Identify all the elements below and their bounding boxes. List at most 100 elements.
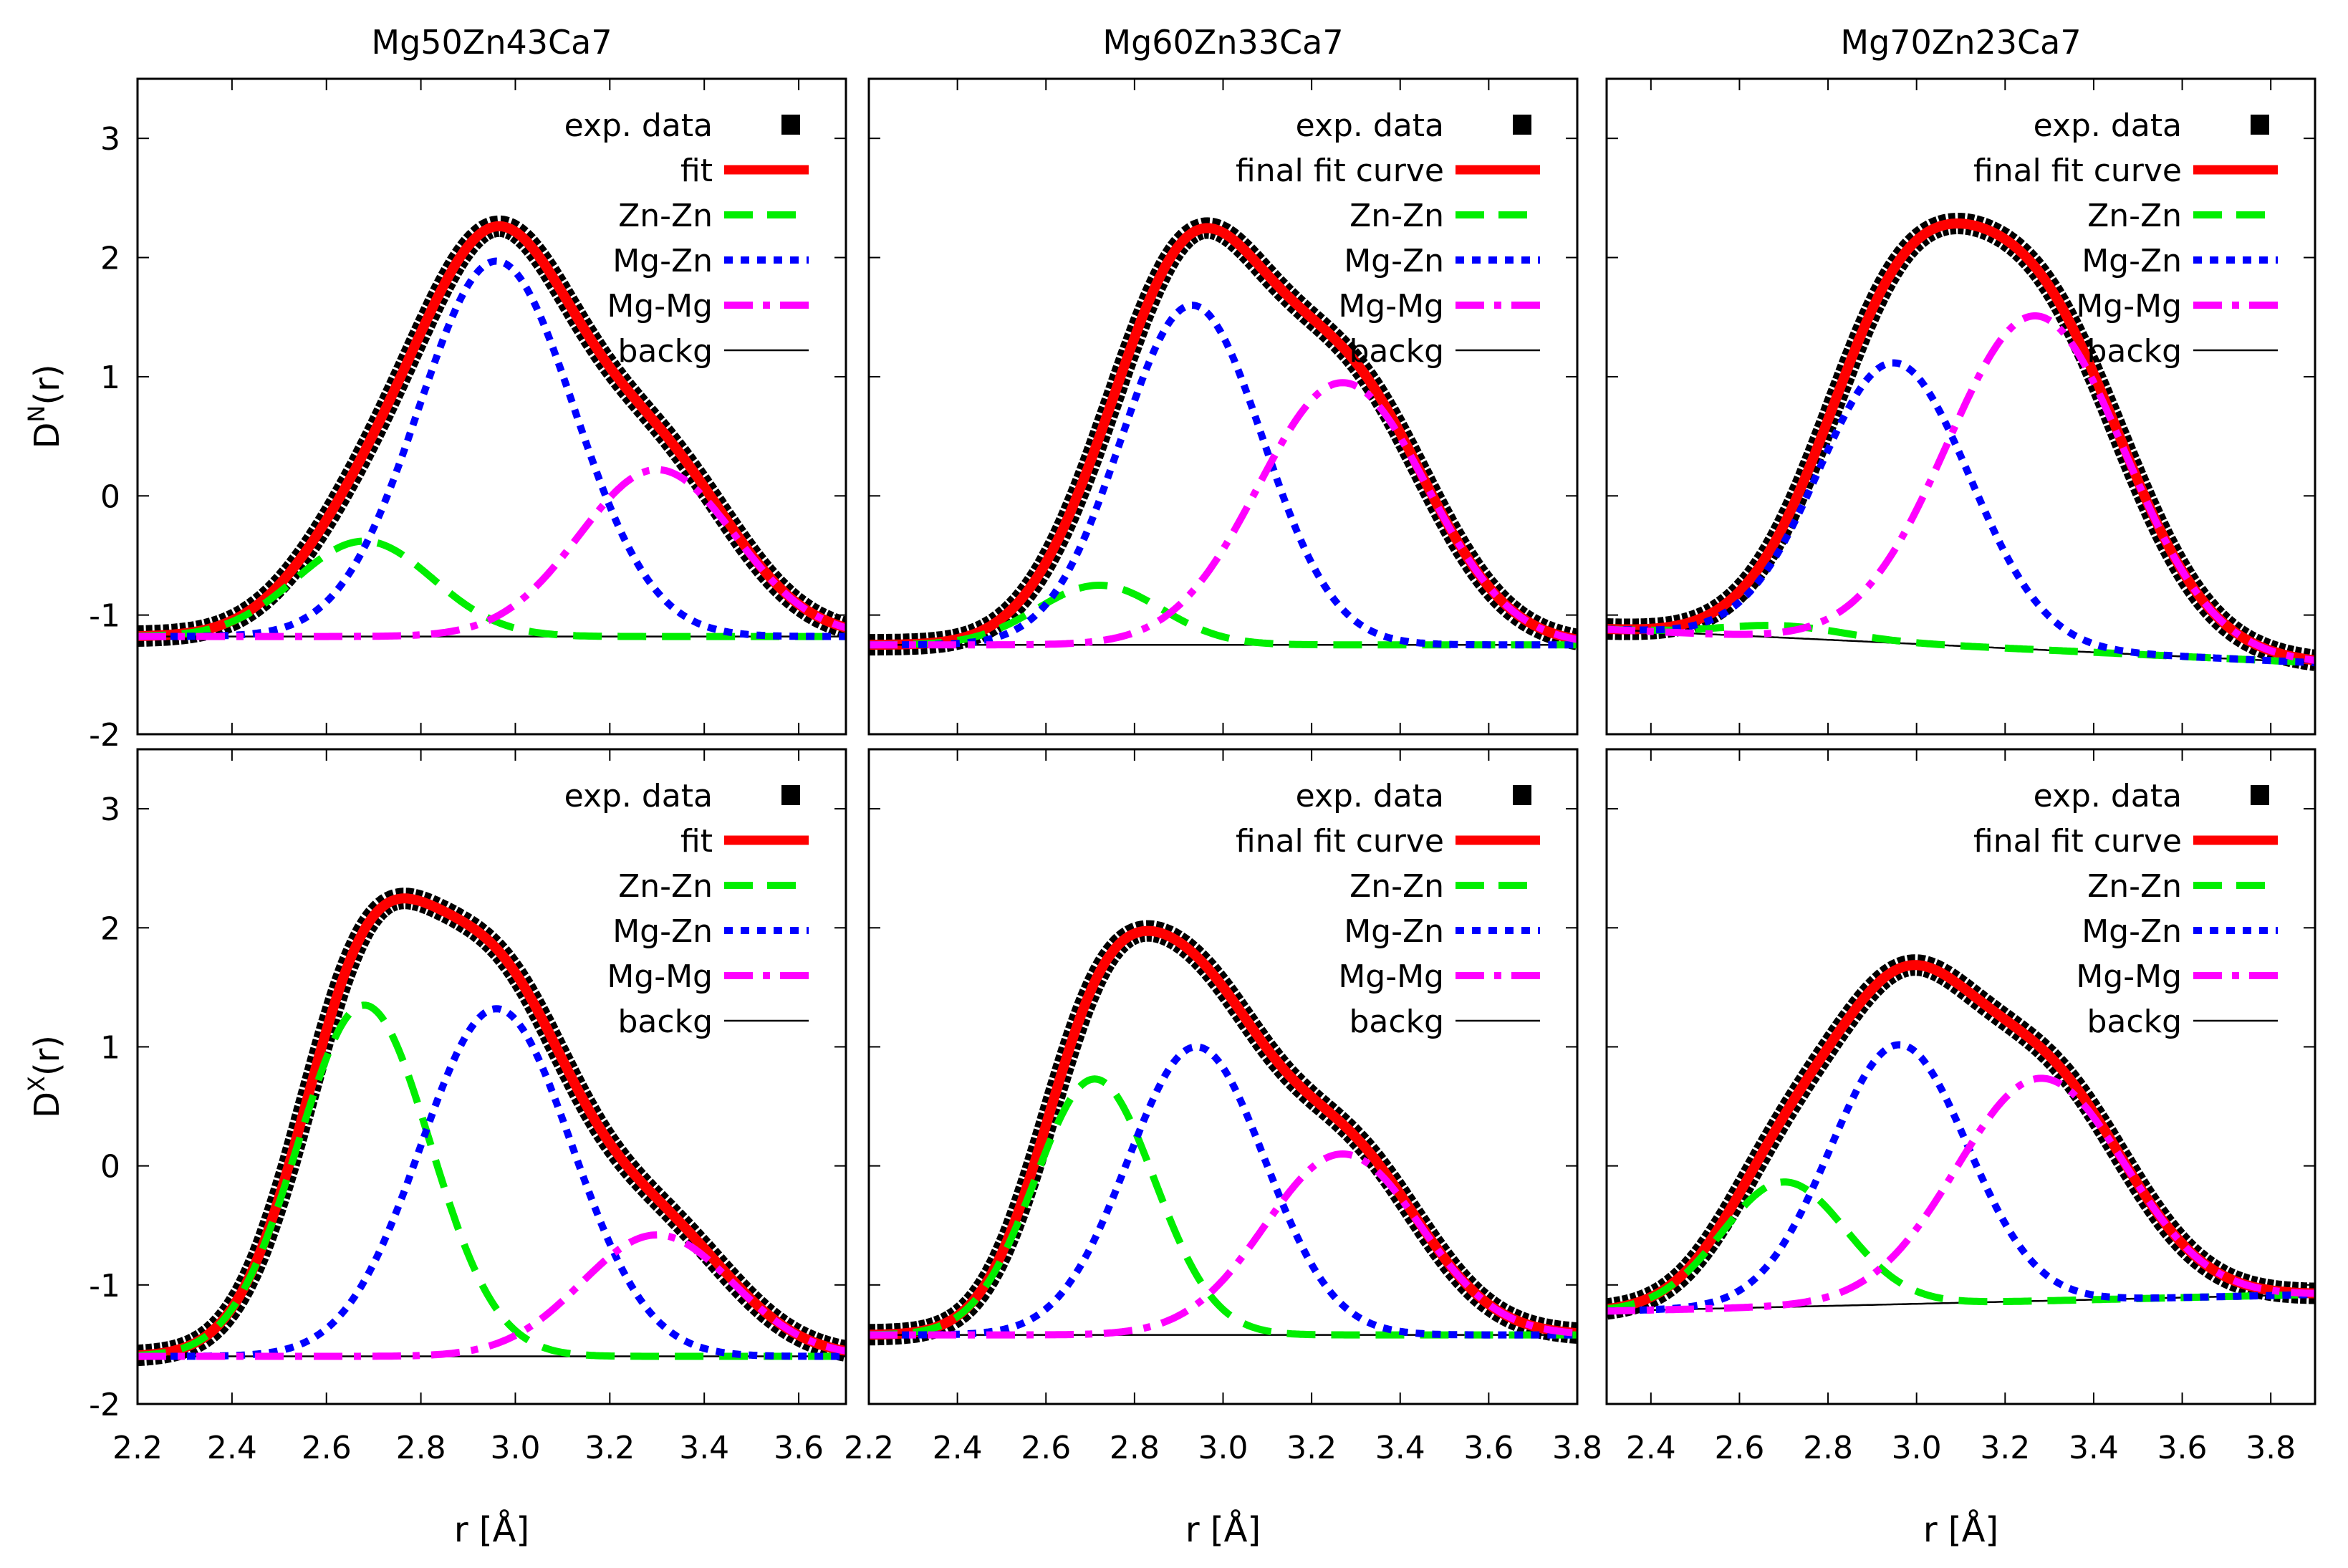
x-tick-label: 3.6	[1463, 1430, 1514, 1466]
legend: exp. data final fit curve Zn-Zn Mg-Zn Mg-Mg b…	[1236, 107, 1540, 370]
legend-label: Zn-Zn	[2087, 868, 2182, 905]
mgzn-curve	[869, 302, 1577, 649]
mgmg-curve	[138, 466, 846, 640]
x-tick-label: 3.0	[1892, 1430, 1942, 1466]
x-tick-label: 2.6	[1714, 1430, 1764, 1466]
plot-frame	[867, 748, 1579, 1405]
x-tick-label: 3.0	[1198, 1430, 1248, 1466]
curves	[869, 217, 1577, 656]
legend-sample-exp	[781, 785, 800, 805]
legend-label: final fit curve	[1236, 153, 1444, 189]
legend-label: exp. data	[2034, 778, 2182, 814]
x-tick-label: 3.2	[1286, 1430, 1337, 1466]
legend-sample-exp	[781, 115, 800, 135]
curves	[138, 888, 846, 1367]
x-tick-label: 2.4	[933, 1430, 983, 1466]
legend-label: Zn-Zn	[2087, 198, 2182, 234]
legend-label: exp. data	[1296, 107, 1444, 144]
znzn-curve	[869, 1075, 1577, 1339]
panel-title: Mg60Zn33Ca7	[1102, 23, 1343, 62]
panel-title: Mg50Zn43Ca7	[371, 23, 612, 62]
legend-label: Zn-Zn	[618, 198, 713, 234]
legend-label: Mg-Mg	[607, 288, 713, 324]
x-tick-label: 2.2	[844, 1430, 894, 1466]
legend-label: backg	[2087, 333, 2183, 370]
x-tick-label: 3.4	[679, 1430, 729, 1466]
legend-label: backg	[1349, 1004, 1445, 1040]
legend-label: Mg-Zn	[2082, 913, 2182, 950]
x-tick-label: 3.8	[2246, 1430, 2296, 1466]
x-tick-label: 3.6	[2157, 1430, 2208, 1466]
plot-frame	[136, 748, 847, 1405]
y-tick-label: 1	[100, 1029, 120, 1066]
legend-label: Mg-Mg	[1338, 288, 1444, 324]
y-tick-label: 2	[100, 910, 120, 947]
y-tick-label: 0	[100, 1149, 120, 1185]
mgmg-curve	[138, 1231, 846, 1360]
mgmg-curve	[1607, 1074, 2315, 1315]
znzn-curve	[138, 1001, 846, 1360]
legend-label: final fit curve	[1236, 823, 1444, 860]
znzn-curve	[869, 581, 1577, 649]
legend-label: Mg-Mg	[2076, 958, 2182, 995]
mgzn-curve	[1607, 359, 2315, 667]
y-tick-label: 0	[100, 478, 120, 515]
panels: exp. data fit Zn-Zn Mg-Zn Mg-Mg backg Mg50Zn43…	[23, 23, 2316, 1550]
y-tick-label: 1	[100, 360, 120, 396]
panel-4: exp. data fit Zn-Zn Mg-Zn Mg-Mg backg 3 2 1 0 -1 -2…	[23, 748, 847, 1550]
y-axis-label: DN(r)	[23, 364, 67, 448]
legend-label: Zn-Zn	[618, 868, 713, 905]
legend-label: Zn-Zn	[1349, 868, 1444, 905]
legend-sample-exp	[1513, 785, 1531, 805]
x-tick-label: 2.4	[1626, 1430, 1676, 1466]
y-tick-label: 3	[100, 792, 120, 828]
legend: exp. data final fit curve Zn-Zn Mg-Zn Mg-Mg b…	[1973, 778, 2278, 1040]
curves	[1607, 954, 2315, 1320]
legend-label: fit	[680, 823, 713, 860]
legend-label: fit	[680, 153, 713, 189]
legend-label: Mg-Mg	[607, 958, 713, 995]
legend-label: final fit curve	[1973, 153, 2182, 189]
legend-label: final fit curve	[1973, 823, 2182, 860]
y-tick-label: 2	[100, 241, 120, 277]
legend-label: backg	[618, 1004, 713, 1040]
x-axis-label: r [Å]	[1185, 1509, 1261, 1550]
legend-sample-exp	[2251, 785, 2269, 805]
znzn-curve	[1607, 1178, 2315, 1313]
y-tick-label: -2	[89, 717, 120, 754]
legend-label: Mg-Zn	[1344, 243, 1444, 279]
y-tick-label: -1	[89, 598, 120, 635]
x-tick-label: 3.8	[1552, 1430, 1602, 1466]
legend-label: Mg-Zn	[612, 243, 713, 279]
legend-label: exp. data	[2034, 107, 2182, 144]
plot-frame	[867, 77, 1579, 736]
legend: exp. data fit Zn-Zn Mg-Zn Mg-Mg backg	[564, 778, 809, 1040]
mgmg-curve	[869, 379, 1577, 649]
panel-5: exp. data final fit curve Zn-Zn Mg-Zn Mg-Mg b…	[844, 748, 1602, 1550]
x-tick-label: 2.2	[112, 1430, 163, 1466]
curves	[138, 215, 846, 647]
mgzn-curve	[1607, 1041, 2315, 1315]
legend: exp. data final fit curve Zn-Zn Mg-Zn Mg-Mg b…	[1973, 107, 2278, 370]
legend-label: backg	[1349, 333, 1445, 370]
panel-2: exp. data final fit curve Zn-Zn Mg-Zn Mg-Mg b…	[867, 23, 1579, 736]
legend: exp. data final fit curve Zn-Zn Mg-Zn Mg-Mg b…	[1236, 778, 1540, 1040]
legend-label: exp. data	[564, 107, 713, 144]
legend-label: Mg-Zn	[612, 913, 713, 950]
legend-label: backg	[618, 333, 713, 370]
plot-frame	[1605, 77, 2316, 736]
plot-frame	[1605, 748, 2316, 1405]
x-tick-label: 3.4	[2069, 1430, 2119, 1466]
legend: exp. data fit Zn-Zn Mg-Zn Mg-Mg backg	[564, 107, 809, 370]
x-tick-label: 2.6	[302, 1430, 352, 1466]
legend-label: Mg-Mg	[1338, 958, 1444, 995]
curves	[869, 920, 1577, 1346]
x-tick-label: 3.2	[584, 1430, 635, 1466]
x-tick-label: 3.6	[774, 1430, 824, 1466]
plot-frame	[136, 77, 847, 736]
panel-title: Mg70Zn23Ca7	[1840, 23, 2081, 62]
x-tick-label: 2.6	[1021, 1430, 1071, 1466]
y-axis-label: DX(r)	[23, 1035, 67, 1118]
legend-label: Mg-Zn	[2082, 243, 2182, 279]
legend-sample-exp	[1513, 115, 1531, 135]
